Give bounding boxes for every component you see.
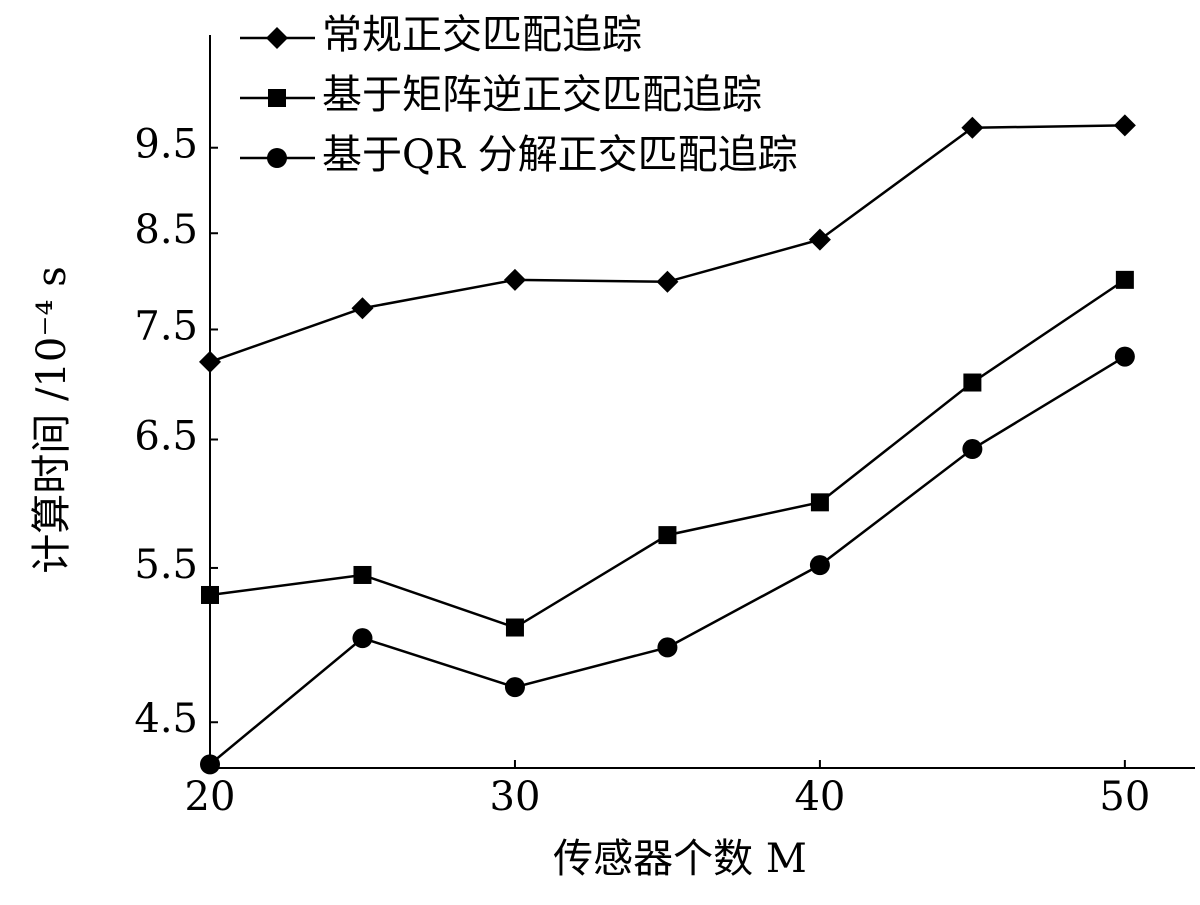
- marker: [504, 677, 525, 698]
- marker: [808, 228, 831, 251]
- legend-marker: [268, 89, 286, 107]
- y-tick-label: 4.5: [134, 696, 198, 742]
- marker: [961, 116, 984, 139]
- marker: [1113, 114, 1136, 137]
- legend-label: 常规正交匹配追踪: [322, 12, 642, 58]
- marker: [658, 526, 677, 545]
- marker: [505, 618, 524, 637]
- marker: [503, 268, 526, 291]
- marker: [1115, 270, 1134, 289]
- y-tick-label: 9.5: [134, 122, 198, 168]
- marker: [353, 565, 372, 584]
- marker: [199, 350, 221, 373]
- series-line: [209, 278, 1126, 629]
- marker: [810, 493, 829, 512]
- marker: [200, 754, 220, 775]
- marker: [201, 585, 219, 604]
- legend-label: 基于QR 分解正交匹配追踪: [322, 132, 798, 178]
- marker: [962, 439, 983, 460]
- legend-marker: [266, 27, 288, 49]
- y-axis-label: 计算时间 /10⁻⁴ s: [29, 266, 75, 573]
- marker: [657, 637, 678, 658]
- x-axis-label: 传感器个数 M: [553, 836, 807, 882]
- marker: [1114, 346, 1135, 367]
- marker: [656, 270, 679, 293]
- legend-label: 基于矩阵逆正交匹配追踪: [322, 72, 762, 118]
- marker: [809, 555, 830, 576]
- x-tick-label: 50: [1099, 774, 1150, 820]
- y-tick-label: 7.5: [134, 303, 198, 349]
- marker: [351, 297, 374, 320]
- series-line: [209, 355, 1126, 766]
- y-tick-label: 6.5: [134, 414, 198, 460]
- x-tick-label: 40: [794, 774, 845, 820]
- marker: [352, 628, 373, 649]
- x-tick-label: 20: [185, 774, 236, 820]
- y-tick-label: 5.5: [134, 542, 198, 588]
- legend-marker: [267, 148, 287, 168]
- x-tick-label: 30: [490, 774, 541, 820]
- y-tick-label: 8.5: [134, 207, 198, 253]
- marker: [963, 373, 982, 392]
